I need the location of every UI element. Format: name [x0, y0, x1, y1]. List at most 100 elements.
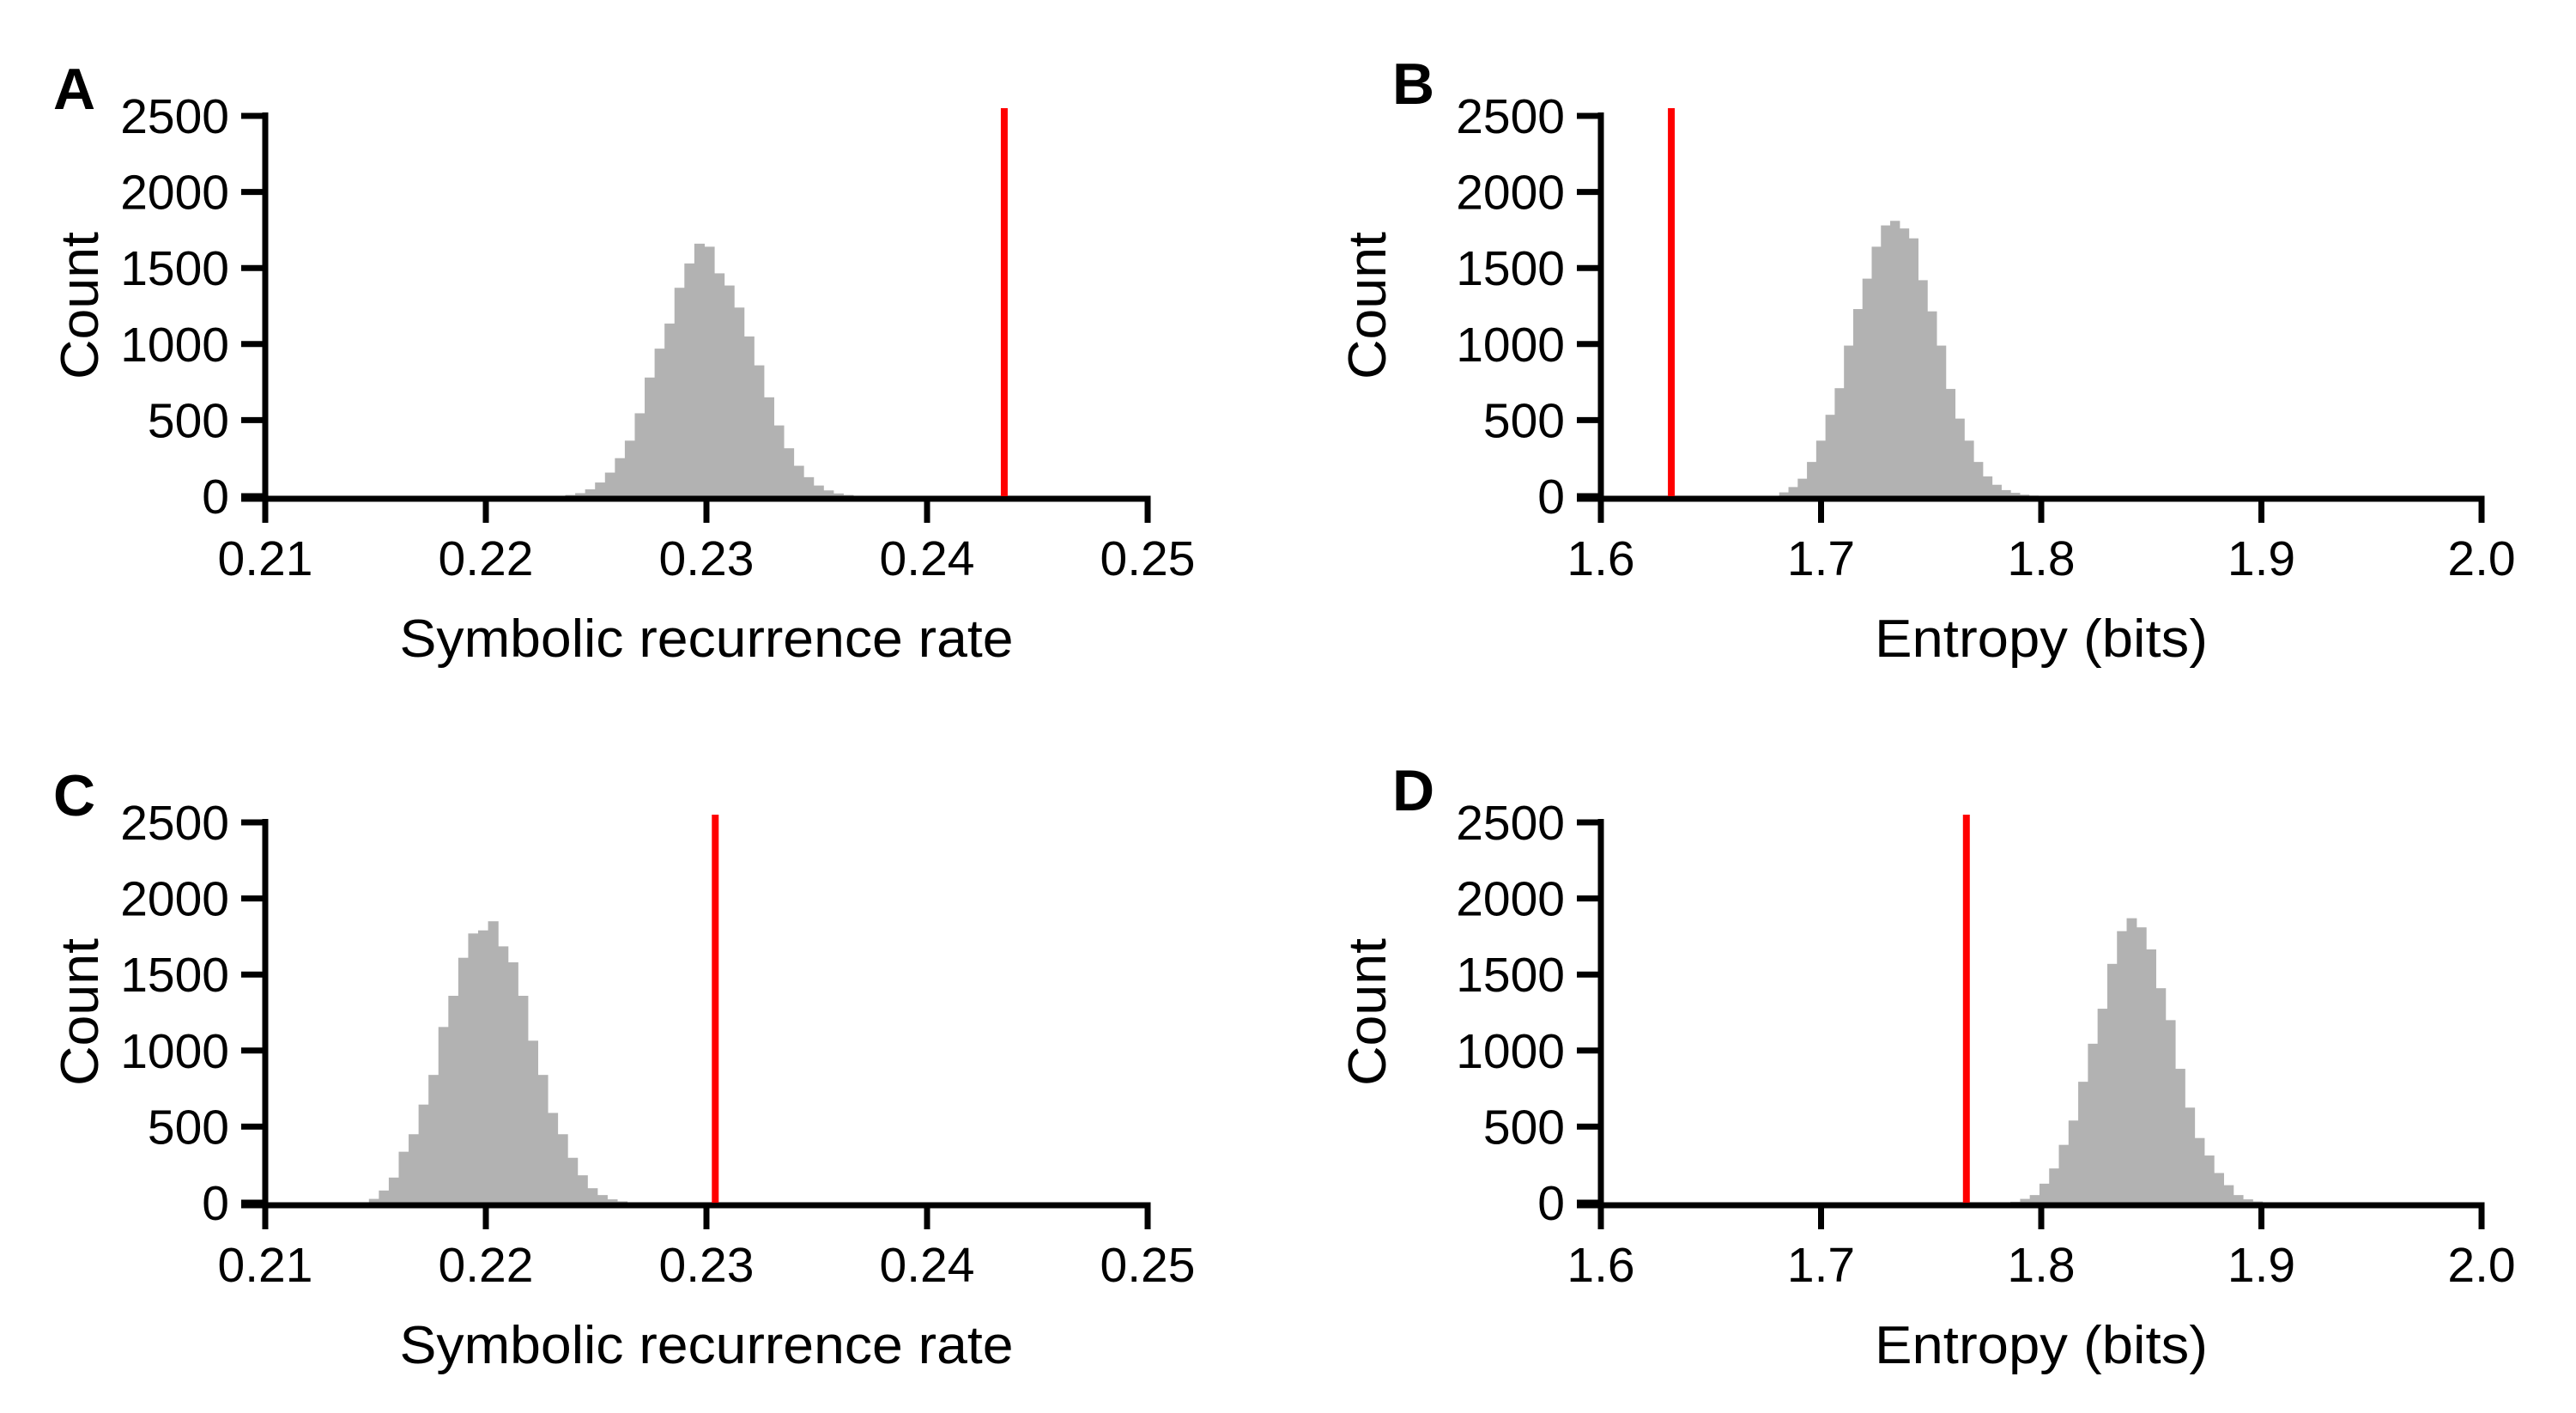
histogram-bar [1862, 278, 1873, 496]
histogram-bar [418, 1104, 429, 1203]
histogram-bar [615, 458, 626, 496]
x-tick-label: 1.8 [2007, 1238, 2075, 1293]
y-tick-label: 2000 [120, 166, 229, 221]
histogram-bar [557, 1134, 568, 1203]
histogram-bar [2010, 493, 2021, 496]
y-tick-label: 1500 [1456, 948, 1565, 1003]
x-axis-title: Entropy (bits) [1875, 609, 2208, 669]
y-tick-label: 1500 [120, 241, 229, 296]
y-tick-label: 0 [1537, 470, 1565, 525]
panel-label-b: B [1392, 52, 1435, 117]
panel-a: A 0.21 0.22 0.23 0.24 0.25 0 500 1000 1500 2000 25… [0, 0, 1288, 706]
y-axis-title: Count [51, 232, 110, 379]
histogram-bar [1881, 225, 1891, 496]
histogram-bar [1871, 246, 1882, 496]
histogram-bar [2136, 927, 2147, 1203]
histogram-bar [1908, 238, 1918, 496]
histogram-bar [567, 1157, 579, 1203]
histogram-bar [754, 365, 765, 496]
y-tick-label: 500 [148, 1100, 229, 1155]
histogram-bar [1779, 492, 1790, 496]
histogram-bar [1807, 462, 1817, 496]
histogram-bar [2126, 918, 2137, 1203]
histogram-bar [2039, 1183, 2050, 1203]
histogram-bar [843, 494, 854, 496]
x-tick-label: 0.21 [218, 1238, 313, 1293]
y-tick-label: 1000 [120, 1024, 229, 1079]
histogram-bar [2185, 1107, 2196, 1203]
histogram-bar [1797, 478, 1808, 496]
histogram-bar [634, 413, 646, 496]
histogram-bar [1815, 440, 1827, 496]
panel-c-plot: 0.21 0.22 0.23 0.24 0.25 0 500 1000 1500 2000 2500… [51, 796, 1195, 1375]
histogram-bar [1788, 487, 1798, 496]
histogram-bar [1945, 389, 1956, 496]
axes [1577, 819, 2485, 1229]
histogram-bar [1927, 311, 1937, 496]
y-axis-title: Count [51, 938, 110, 1086]
histogram-bar [607, 1199, 618, 1203]
histogram-bar [783, 448, 795, 496]
histogram-bar [664, 323, 676, 496]
x-tick-label: 2.0 [2447, 1238, 2515, 1293]
histogram-bar [2068, 1120, 2079, 1203]
histogram-bar [674, 288, 685, 496]
histogram-bar [813, 485, 824, 496]
x-tick-label: 0.23 [659, 1238, 755, 1293]
histogram-bar [575, 493, 586, 496]
axes [1577, 112, 2485, 523]
x-tick-label: 0.21 [218, 531, 313, 586]
x-tick-label: 1.6 [1567, 531, 1634, 586]
histogram-bar [368, 1198, 379, 1203]
histogram-bar [793, 465, 804, 496]
histogram-bar [398, 1151, 409, 1203]
axes [241, 112, 1151, 523]
y-tick-label: 0 [1537, 1176, 1565, 1231]
panel-d-plot: 1.6 1.7 1.8 1.9 2.0 0 500 1000 1500 2000 2500 Entro… [1338, 796, 2516, 1375]
histogram-bar [565, 494, 576, 496]
histogram-bar [1834, 388, 1845, 496]
panel-c: C 0.21 0.22 0.23 0.24 0.25 0 500 1000 1500 2000 25… [0, 706, 1288, 1413]
histogram-bar [597, 1195, 608, 1203]
histogram-bar [595, 482, 606, 496]
histogram-bar [724, 285, 735, 496]
histogram-bar [2117, 931, 2128, 1203]
panel-a-plot: 0.21 0.22 0.23 0.24 0.25 0 500 1000 1500 2000 2500… [51, 89, 1196, 669]
histogram-bar [458, 957, 470, 1203]
histogram-bar [704, 246, 715, 496]
histogram-bar [468, 933, 479, 1203]
histogram-bar [1825, 415, 1835, 496]
histogram-bar [2146, 949, 2156, 1203]
x-tick-label: 0.25 [1100, 1238, 1196, 1293]
histogram-bar [518, 996, 529, 1203]
histogram-bar [1991, 484, 2002, 496]
tick-labels: 1.6 1.7 1.8 1.9 2.0 0 500 1000 1500 2000 2500 [1456, 796, 2515, 1293]
panel-b: B 1.6 1.7 1.8 1.9 2.0 0 500 1000 1500 2000 2500 Ent… [1288, 0, 2575, 706]
histogram-bar [428, 1075, 439, 1203]
histogram-bar [2019, 494, 2030, 496]
x-tick-label: 1.8 [2007, 531, 2075, 586]
y-tick-label: 1000 [120, 318, 229, 373]
x-axis-title: Entropy (bits) [1875, 1316, 2208, 1375]
y-tick-label: 2000 [120, 872, 229, 927]
histogram-bar [478, 930, 489, 1203]
x-axis-title: Symbolic recurrence rate [400, 609, 1014, 669]
tick-labels: 0.21 0.22 0.23 0.24 0.25 0 500 1000 1500 2000 2500 [120, 796, 1195, 1293]
histogram-bar [388, 1177, 400, 1203]
x-tick-label: 1.7 [1787, 1238, 1855, 1293]
x-tick-label: 0.23 [659, 531, 755, 586]
histogram-bar [438, 1027, 449, 1203]
tick-labels: 1.6 1.7 1.8 1.9 2.0 0 500 1000 1500 2000 2500 [1456, 89, 2515, 586]
histogram-bar [2223, 1185, 2234, 1203]
histogram-bar [2155, 988, 2167, 1203]
histogram-bars [565, 243, 864, 496]
histogram-bar [1955, 418, 1965, 496]
histogram-bar [547, 1113, 559, 1203]
x-tick-label: 0.25 [1100, 531, 1196, 586]
histogram-bar [2020, 1198, 2031, 1203]
histogram-bar [2165, 1020, 2176, 1203]
histogram-bar [2252, 1201, 2264, 1203]
x-tick-label: 1.9 [2227, 1238, 2295, 1293]
x-tick-label: 0.24 [880, 1238, 975, 1293]
histogram-bar [409, 1134, 420, 1203]
